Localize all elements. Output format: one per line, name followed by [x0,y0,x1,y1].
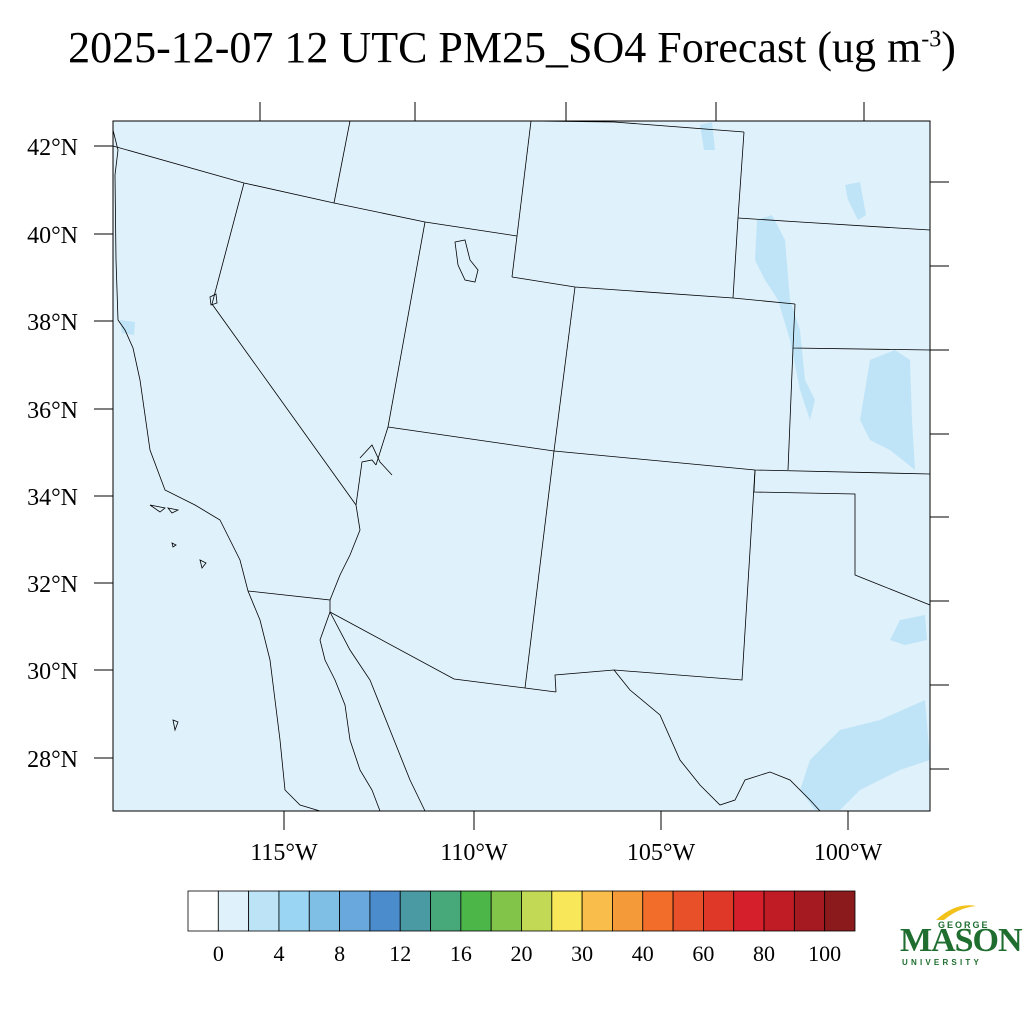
colorbar-swatch [308,890,340,932]
lon-label: 105°W [627,840,696,866]
colorbar-swatch [339,890,371,932]
colorbar-label: 80 [753,941,775,966]
lon-label: 115°W [250,840,318,866]
channel-island [172,719,179,732]
map-background [113,121,930,811]
concentration-patch [120,320,135,335]
colorbar-label: 0 [213,941,224,966]
state-border-wy-south [511,276,796,305]
colorbar-swatch [248,890,280,932]
concentration-patch [755,215,815,420]
colorbar-swatch [521,890,553,932]
colorbar-swatch [763,890,795,932]
state-border-ut-wy [511,235,518,278]
coastline-gulf-of-california [319,611,381,812]
concentration-patches [120,122,930,810]
colorbar-swatch [217,890,250,932]
colorbar-label: 4 [273,941,284,966]
title-superscript: -3 [921,26,942,53]
lake-tahoe [209,293,218,306]
left-ticks [94,145,113,759]
title-main: 2025-12-07 12 UTC PM25_SO4 Forecast (ug … [68,23,922,72]
boundaries [112,120,931,812]
state-border-az-nm [524,450,555,689]
great-salt-lake [454,239,479,283]
map-title: 2025-12-07 12 UTC PM25_SO4 Forecast (ug … [0,22,1024,73]
concentration-patch [860,350,915,470]
colorbar-label: 40 [632,941,654,966]
colorbar-label: 12 [389,941,411,966]
lat-label: 40°N [27,223,78,249]
state-border-az-ut [387,426,931,475]
colorbar-label: 100 [808,941,841,966]
concentration-patch [800,700,930,810]
concentration-patch [890,615,927,645]
logo-bottom-text: UNIVERSITY [902,958,983,967]
channel-island [171,542,177,548]
channel-island [167,507,180,514]
gmu-logo: GEORGE MASON UNIVERSITY [896,900,1023,970]
lat-label: 38°N [27,310,78,336]
colorbar-swatch [399,890,431,932]
state-border-ut-co [553,286,576,452]
colorbar-swatch [490,890,522,932]
map-frame [112,120,931,812]
lake-mead [359,444,393,476]
colorbar-swatch [581,890,613,932]
colorbar-label: 8 [334,941,345,966]
colorbar-swatch [460,890,492,932]
colorbar-swatch [187,890,219,932]
colorbar-swatch [793,890,826,932]
rio-grande [613,669,821,812]
title-close: ) [941,23,956,72]
bottom-ticks [283,811,849,830]
colorbar-swatch [733,890,765,932]
colorbar-label: 60 [692,941,714,966]
colorbar-swatch [642,890,674,932]
colorbar-swatch [612,890,644,932]
coastline-california [112,129,321,812]
lon-label: 100°W [814,840,883,866]
state-border-co-ks [787,347,794,471]
colorbar-label: 16 [450,941,472,966]
concentration-patch [845,182,866,220]
channel-island [149,504,166,513]
lat-label: 32°N [27,572,78,598]
right-ticks [930,181,949,770]
colorbar [187,890,856,932]
channel-island [199,559,207,569]
colorbar-swatch [430,890,462,932]
colorbar-swatch [672,890,704,932]
us-mexico-border [247,590,557,693]
colorbar-label: 30 [571,941,593,966]
state-border-ca-nv [211,182,357,506]
colorbar-swatch [824,890,856,932]
logo-main-text: MASON [900,922,1023,959]
colorbar-labels: 0 4 8 12 16 20 30 40 60 80 100 [213,941,841,966]
lat-label: 28°N [27,747,78,773]
lat-labels: 42°N 40°N 38°N 36°N 34°N 32°N 30°N 28°N [27,135,78,773]
colorbar-swatch [551,890,583,932]
colorado-river [329,459,377,601]
logo-swoosh-icon [936,905,976,920]
lon-labels: 115°W 110°W 105°W 100°W [250,840,882,866]
state-border-wy-west [516,120,532,237]
lat-label: 36°N [27,398,78,424]
coastline-sonora [329,611,426,812]
logo-top-text: GEORGE [938,920,990,930]
colorbar-swatch [278,890,310,932]
colorbar-swatch [369,890,401,932]
lat-label: 34°N [27,485,78,511]
colorbar-label: 20 [511,941,533,966]
lon-label: 110°W [440,840,508,866]
state-border-id [333,120,351,204]
lat-label: 30°N [27,659,78,685]
top-ticks [259,102,865,121]
state-border-sd-ne [737,217,931,231]
colorbar-swatch [703,890,735,932]
lat-label: 42°N [27,135,78,161]
